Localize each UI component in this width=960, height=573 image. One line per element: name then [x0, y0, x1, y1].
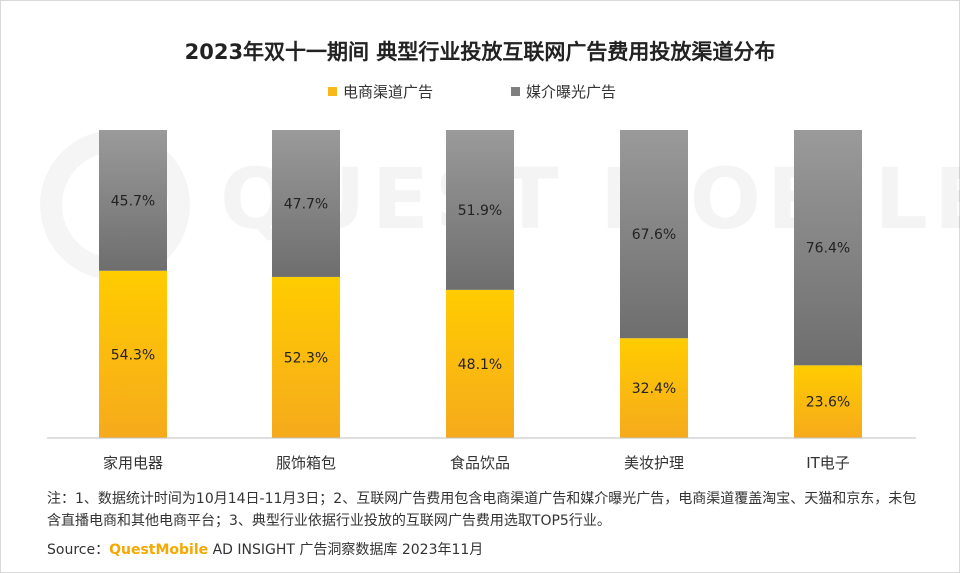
- bar-media-0: [99, 130, 167, 271]
- bar-media-4: [794, 130, 862, 366]
- bar-ecommerce-4: [794, 365, 862, 438]
- bar-media-1: [272, 130, 340, 277]
- legend-swatch-media: [511, 87, 520, 96]
- bar-ecommerce-1: [272, 276, 340, 438]
- legend-label-ecommerce: 电商渠道广告: [343, 83, 434, 101]
- source-brand: QuestMobile: [109, 542, 209, 558]
- stacked-bar-chart: 54.3% 45.7% 家用电器 52.3% 47.7% 服饰箱包 48.1% 51.9% 食品…: [47, 130, 916, 472]
- footnote: 注：1、数据统计时间为10月14日-11月3日；2、互联网广告费用包含电商渠道广…: [47, 491, 917, 529]
- x-tick-label-2: 食品饮品: [450, 454, 510, 472]
- source-suffix: AD INSIGHT 广告洞察数据库 2023年11月: [208, 542, 484, 558]
- chart-title: 2023年双十一期间 典型行业投放互联网广告费用投放渠道分布: [184, 40, 776, 64]
- bar-ecommerce-3: [620, 338, 688, 438]
- x-tick-label-3: 美妆护理: [624, 454, 684, 472]
- x-tick-label-0: 家用电器: [103, 454, 163, 472]
- legend-item-media: 媒介曝光广告: [511, 81, 616, 102]
- x-tick-label-1: 服饰箱包: [276, 454, 336, 472]
- data-label-ecommerce-0: 54.3%: [111, 347, 155, 363]
- bar-ecommerce-0: [99, 270, 167, 438]
- source-prefix: Source：: [47, 542, 110, 558]
- legend-label-media: 媒介曝光广告: [526, 83, 617, 101]
- legend-swatch-ecommerce: [328, 87, 337, 96]
- data-label-ecommerce-3: 32.4%: [632, 381, 676, 397]
- data-label-media-0: 45.7%: [111, 193, 155, 209]
- data-label-media-4: 76.4%: [806, 241, 850, 257]
- bar-media-2: [446, 130, 514, 290]
- data-label-ecommerce-2: 48.1%: [458, 357, 502, 373]
- source-line: Source：QuestMobile AD INSIGHT 广告洞察数据库 20…: [47, 539, 483, 559]
- data-label-media-1: 47.7%: [284, 196, 328, 212]
- legend-item-ecommerce: 电商渠道广告: [328, 81, 433, 102]
- bar-ecommerce-2: [446, 289, 514, 438]
- legend: 电商渠道广告 媒介曝光广告: [0, 81, 960, 101]
- data-label-media-3: 67.6%: [632, 227, 676, 243]
- data-label-media-2: 51.9%: [458, 203, 502, 219]
- data-label-ecommerce-4: 23.6%: [806, 395, 850, 411]
- bar-media-3: [620, 130, 688, 339]
- x-tick-label-4: IT电子: [806, 454, 850, 472]
- data-label-ecommerce-1: 52.3%: [284, 350, 328, 366]
